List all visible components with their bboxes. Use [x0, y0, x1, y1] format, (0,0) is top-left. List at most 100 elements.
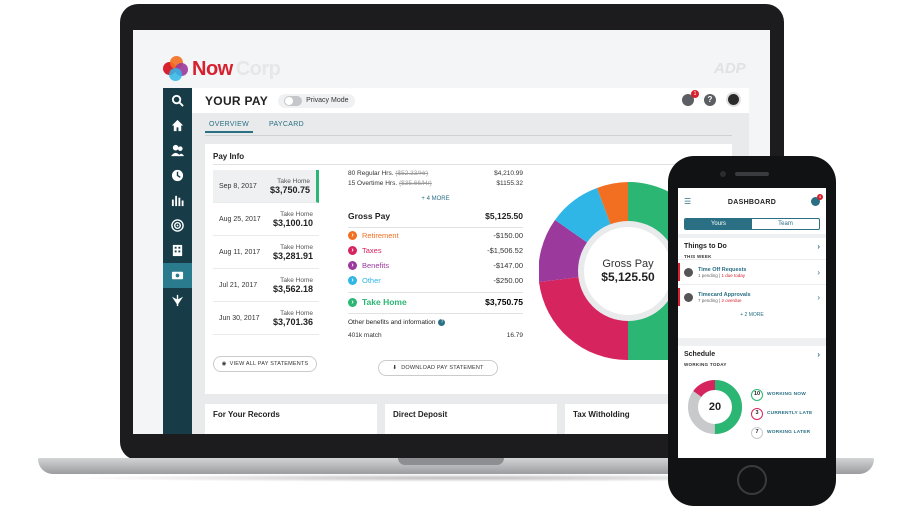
todo-status: 7 pending | 2 overdue: [698, 297, 742, 303]
phone-home-button[interactable]: [737, 465, 767, 495]
deduction-row[interactable]: › Other -$250.00: [348, 273, 523, 288]
clock-icon: [684, 292, 693, 302]
take-home-label: Take Home: [280, 210, 313, 218]
segment-yours[interactable]: Yours: [685, 219, 752, 229]
take-home-total-amount: $3,750.75: [485, 297, 523, 307]
deduction-amount: -$147.00: [493, 261, 523, 270]
todo-status: 1 pending | 1 due today: [698, 272, 745, 278]
toggle-switch[interactable]: [284, 95, 303, 106]
download-icon: ⬇: [392, 365, 398, 371]
target-icon[interactable]: [163, 213, 192, 238]
info-icon[interactable]: ?: [438, 319, 446, 326]
privacy-mode-toggle[interactable]: Privacy Mode: [278, 93, 355, 108]
chevron-right-icon: ›: [348, 297, 357, 307]
card-for-your-records[interactable]: For Your Records: [205, 404, 377, 434]
take-home-amount: $3,701.36: [272, 316, 313, 327]
tabs: OVERVIEW PAYCARD: [205, 121, 308, 133]
schedule-header[interactable]: Schedule ›: [678, 346, 826, 362]
this-week-label: THIS WEEK: [684, 254, 712, 259]
brand-name-now: Now: [192, 57, 233, 80]
chevron-right-icon: ›: [348, 276, 357, 285]
gross-pay-amount: $5,125.50: [485, 211, 523, 221]
deduction-label: Benefits: [362, 261, 390, 270]
avatar[interactable]: [726, 92, 741, 107]
segment-team[interactable]: Team: [778, 221, 793, 227]
more-earnings-link[interactable]: + 4 MORE: [421, 196, 450, 202]
chevron-right-icon: ›: [817, 349, 820, 359]
pay-icon[interactable]: [163, 263, 192, 288]
hours-row: 15 Overtime Hrs. ($35.66/Hr) $1155.32: [348, 180, 523, 190]
app-window: YOUR PAY Privacy Mode 1 ? OVERVIEW PAYCA…: [163, 88, 749, 434]
other-benefits-label: Other benefits and information: [348, 319, 436, 326]
phone-notifications-icon[interactable]: 4: [811, 194, 823, 206]
yours-team-switch: Yours Team: [684, 218, 820, 230]
take-home-row[interactable]: › Take Home $3,750.75: [348, 292, 523, 314]
notifications-icon[interactable]: 1: [682, 89, 699, 106]
privacy-mode-label: Privacy Mode: [306, 97, 349, 104]
building-icon[interactable]: [163, 238, 192, 263]
phone-speaker: [735, 172, 769, 176]
schedule-donut: [688, 380, 742, 434]
tab-overview[interactable]: OVERVIEW: [205, 121, 254, 133]
todo-item[interactable]: Timecard Approvals 7 pending | 2 overdue …: [678, 284, 826, 309]
top-bar: YOUR PAY Privacy Mode 1 ?: [192, 88, 749, 113]
view-all-statements-button[interactable]: ◉ VIEW ALL PAY STATEMENTS: [213, 356, 317, 372]
card-direct-deposit[interactable]: Direct Deposit: [385, 404, 557, 434]
deduction-label: Retirement: [362, 231, 399, 240]
pay-history-item[interactable]: Jun 30, 2017 Take Home $3,701.36: [213, 302, 319, 335]
pay-history-item[interactable]: Aug 11, 2017 Take Home $3,281.91: [213, 236, 319, 269]
todo-flag: 2 overdue: [721, 297, 742, 303]
search-icon[interactable]: [163, 88, 192, 113]
chevron-right-icon: ›: [817, 292, 820, 302]
clock-icon[interactable]: [163, 163, 192, 188]
bar-chart-icon[interactable]: [163, 188, 192, 213]
hours-amount: $4,210.99: [494, 170, 523, 177]
deduction-label: Other: [362, 276, 381, 285]
people-icon[interactable]: [163, 138, 192, 163]
schedule-section: Schedule › WORKING TODAY 20 10 WORKING NOW…: [678, 346, 826, 458]
deduction-row[interactable]: › Taxes -$1,506.52: [348, 243, 523, 258]
more-todos-link[interactable]: + 2 MORE: [740, 312, 764, 318]
deduction-row[interactable]: › Benefits -$147.00: [348, 258, 523, 273]
legend-item[interactable]: 10 WORKING NOW: [751, 385, 812, 404]
legend-item[interactable]: 3 CURRENTLY LATE: [751, 404, 812, 423]
schedule-total: 20: [708, 401, 722, 413]
laptop-base: [38, 458, 874, 474]
deduction-row[interactable]: › Retirement -$150.00: [348, 228, 523, 243]
pay-history-item[interactable]: Aug 25, 2017 Take Home $3,100.10: [213, 203, 319, 236]
menu-icon[interactable]: ☰: [684, 197, 692, 206]
logo-mark-icon: [163, 56, 189, 82]
tab-paycard[interactable]: PAYCARD: [269, 121, 304, 128]
take-home-amount: $3,281.91: [272, 250, 313, 261]
schedule-title: Schedule: [684, 350, 716, 358]
legend-count: 7: [751, 426, 763, 439]
legend-item[interactable]: 7 WORKING LATER: [751, 423, 812, 442]
brand-logo: Now Corp: [163, 56, 281, 82]
deduction-amount: -$250.00: [493, 276, 523, 285]
take-home-amount: $3,562.18: [272, 283, 313, 294]
things-to-do-title: Things to Do: [684, 242, 727, 250]
deduction-amount: -$1,506.52: [487, 246, 523, 255]
pay-date: Sep 8, 2017: [219, 182, 257, 190]
section-gap: [678, 338, 826, 346]
donut-label: Gross Pay: [602, 258, 654, 270]
caduceus-icon[interactable]: [163, 288, 192, 313]
pay-history-item[interactable]: Sep 8, 2017 Take Home $3,750.75: [213, 170, 319, 203]
top-actions: 1 ?: [682, 89, 741, 107]
pay-history-item[interactable]: Jul 21, 2017 Take Home $3,562.18: [213, 269, 319, 302]
sidebar: [163, 88, 192, 434]
things-to-do-header[interactable]: Things to Do ›: [678, 238, 826, 254]
download-statement-button[interactable]: ⬇ DOWNLOAD PAY STATEMENT: [378, 360, 498, 376]
chevron-right-icon: ›: [348, 231, 357, 240]
legend-count: 3: [751, 407, 763, 420]
home-icon[interactable]: [163, 113, 192, 138]
hours-label: 15 Overtime Hrs.: [348, 180, 398, 187]
todo-flag: 1 due today: [721, 272, 745, 278]
hours-amount: $1155.32: [496, 180, 523, 187]
help-icon[interactable]: ?: [704, 93, 716, 106]
pay-info-title: Pay Info: [213, 152, 245, 161]
adp-logo: ADP: [714, 60, 746, 77]
donut-value: $5,125.50: [601, 270, 655, 284]
todo-item[interactable]: Time Off Requests 1 pending | 1 due today…: [678, 259, 826, 284]
